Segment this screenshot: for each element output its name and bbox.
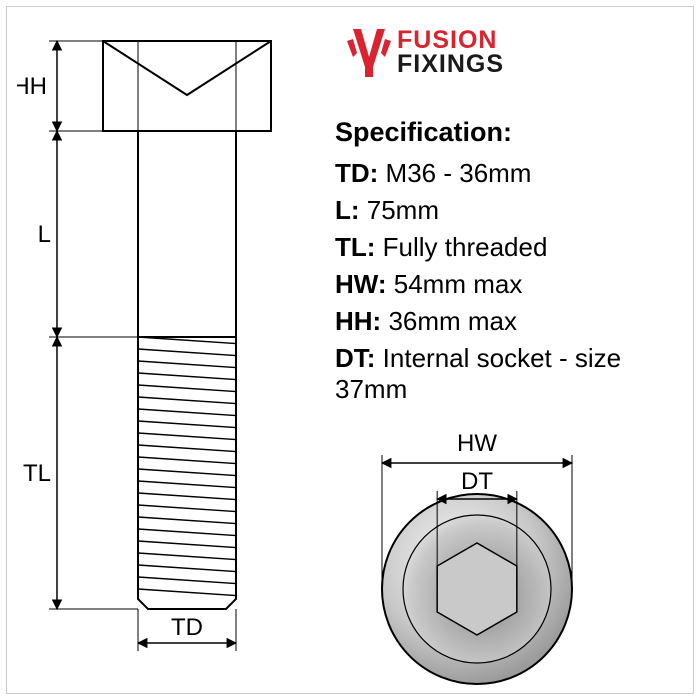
dim-label: L <box>38 221 51 248</box>
bolt-side-diagram: HH L TL TD <box>17 33 327 693</box>
bolt-top-diagram: HW DT <box>327 405 607 695</box>
spec-row: DT: Internal socket - size 37mm <box>335 343 693 405</box>
spec-row: HW: 54mm max <box>335 269 693 300</box>
dim-label: HW <box>457 430 497 457</box>
dim-label: TL <box>23 460 51 487</box>
specification-block: Specification: TD: M36 - 36mm L: 75mm TL: … <box>335 117 693 411</box>
spec-value: 36mm max <box>388 306 517 336</box>
spec-key: DT: <box>335 343 383 373</box>
spec-row: L: 75mm <box>335 195 693 226</box>
logo-line2: FIXINGS <box>397 53 504 77</box>
spec-row: TL: Fully threaded <box>335 232 693 263</box>
spec-key: TL: <box>335 232 383 262</box>
spec-key: HH: <box>335 306 388 336</box>
spec-row: TD: M36 - 36mm <box>335 158 693 189</box>
spec-title: Specification: <box>335 117 693 148</box>
dim-label: DT <box>461 468 493 495</box>
spec-value: M36 - 36mm <box>386 158 532 188</box>
spec-value: 75mm <box>367 195 439 225</box>
spec-key: L: <box>335 195 367 225</box>
spec-key: TD: <box>335 158 386 188</box>
spec-row: HH: 36mm max <box>335 306 693 337</box>
spec-value: Fully threaded <box>383 232 548 262</box>
logo-text: FUSION FIXINGS <box>397 29 504 77</box>
dim-label: HH <box>17 73 47 100</box>
spec-key: HW: <box>335 269 394 299</box>
logo-victory-icon <box>347 27 391 79</box>
spec-value: 54mm max <box>394 269 523 299</box>
dim-label: TD <box>171 614 203 641</box>
brand-logo: FUSION FIXINGS <box>347 27 504 79</box>
